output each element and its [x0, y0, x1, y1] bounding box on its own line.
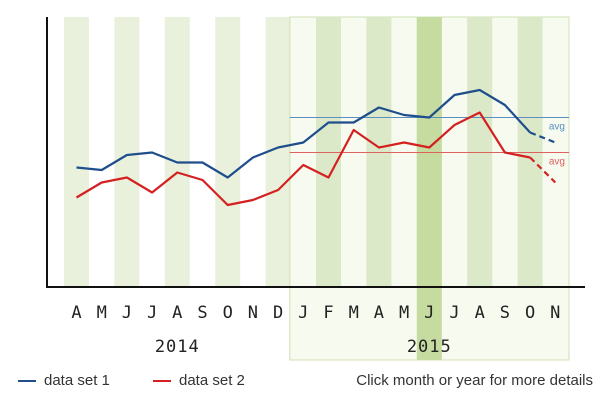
month-tick-label[interactable]: A — [475, 303, 485, 323]
month-tick-label[interactable]: S — [197, 303, 207, 323]
month-tick-label[interactable]: O — [525, 303, 535, 323]
legend-label-data-set-1: data set 1 — [44, 372, 110, 389]
month-tick-label[interactable]: N — [248, 303, 258, 323]
series-line-1[interactable] — [76, 88, 531, 179]
month-band[interactable] — [164, 17, 190, 287]
month-tick-label[interactable]: M — [399, 303, 409, 323]
month-band[interactable] — [114, 17, 140, 287]
details-hint: Click month or year for more details — [356, 372, 593, 389]
month-tick-label[interactable]: J — [449, 303, 459, 323]
legend-swatch-data-set-1 — [18, 379, 36, 382]
month-tick-label[interactable]: S — [500, 303, 510, 323]
month-tick-label[interactable]: O — [223, 303, 233, 323]
series-lines — [75, 88, 557, 207]
legend-label-data-set-2: data set 2 — [179, 372, 245, 389]
month-tick-label[interactable]: J — [424, 303, 434, 323]
legend-item-data-set-1[interactable]: data set 1 — [18, 372, 110, 389]
avg-label-series-2: avg — [549, 157, 565, 168]
month-tick-label[interactable]: A — [71, 303, 81, 323]
month-tick-label[interactable]: A — [374, 303, 384, 323]
month-tick-label[interactable]: N — [550, 303, 560, 323]
selected-month-highlight[interactable] — [416, 17, 442, 360]
year-label-2014[interactable]: 2014 — [155, 337, 200, 357]
legend-swatch-data-set-2 — [153, 379, 171, 382]
series-projection-1 — [529, 131, 556, 144]
month-tick-label[interactable]: J — [122, 303, 132, 323]
month-tick-label[interactable]: F — [323, 303, 333, 323]
legend-item-data-set-2[interactable]: data set 2 — [153, 372, 245, 389]
axes — [46, 17, 585, 288]
series-projection-2 — [529, 156, 557, 184]
year-labels: 2014 2015 — [155, 337, 452, 357]
month-tick-label[interactable]: D — [273, 303, 283, 323]
month-tick-label[interactable]: J — [147, 303, 157, 323]
month-band[interactable] — [64, 17, 89, 287]
month-band[interactable] — [215, 17, 241, 287]
month-band[interactable] — [265, 17, 291, 287]
series-line-2[interactable] — [75, 111, 531, 207]
month-tick-label[interactable]: A — [172, 303, 182, 323]
month-tick-label[interactable]: J — [298, 303, 308, 323]
avg-label-series-1: avg — [549, 122, 565, 133]
month-tick-label[interactable]: M — [97, 303, 107, 323]
legend: data set 1 data set 2 Click month or yea… — [18, 372, 593, 394]
year-label-2015[interactable]: 2015 — [407, 337, 452, 357]
month-tick-label[interactable]: M — [349, 303, 359, 323]
